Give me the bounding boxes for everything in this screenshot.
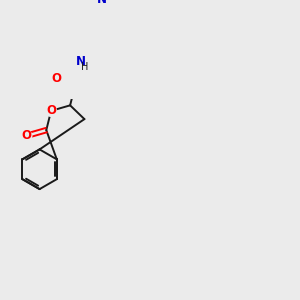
Circle shape [51, 74, 62, 84]
Circle shape [75, 55, 87, 67]
Text: O: O [21, 129, 31, 142]
Text: O: O [52, 73, 62, 85]
Circle shape [21, 130, 32, 141]
Circle shape [46, 105, 56, 116]
Text: N: N [76, 55, 86, 68]
Circle shape [96, 0, 108, 5]
Text: H: H [81, 62, 88, 72]
Text: N: N [97, 0, 107, 6]
Text: O: O [46, 104, 56, 117]
